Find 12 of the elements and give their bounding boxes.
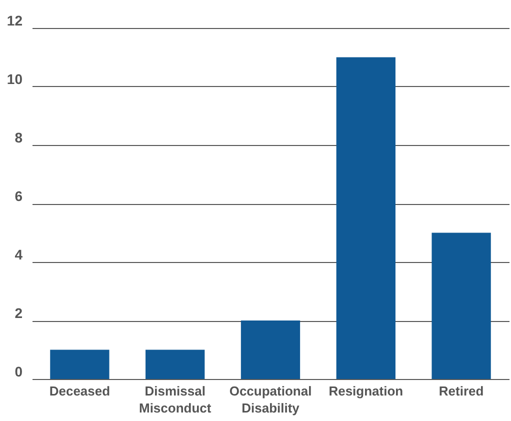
y-tick-label: 8	[14, 130, 23, 146]
x-tick-label: Dismissal Misconduct	[138, 384, 212, 416]
x-tick-label: Retired	[438, 384, 484, 398]
x-tick-label: Deceased	[49, 384, 110, 398]
x-tick-label: Resignation	[328, 384, 404, 398]
y-tick-label: 0	[14, 364, 23, 380]
x-tick-label: Occupational Disability	[229, 384, 312, 416]
y-tick-label: 2	[14, 305, 23, 321]
y-tick-label: 4	[14, 246, 23, 262]
y-tick-label: 6	[14, 188, 23, 204]
y-tick-label: 10	[6, 71, 23, 87]
y-tick-label: 12	[6, 12, 23, 28]
